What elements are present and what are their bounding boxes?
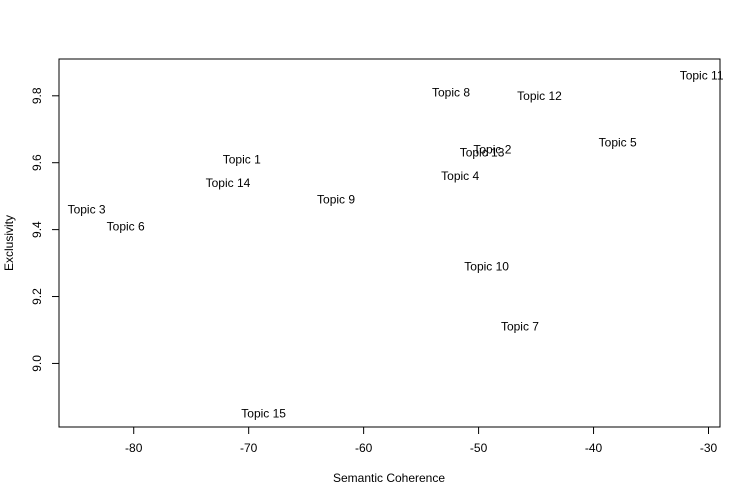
x-tick-label: -80	[125, 441, 143, 455]
data-point-label: Topic 10	[464, 259, 509, 273]
y-tick-label: 9.8	[30, 87, 44, 104]
x-tick-label: -30	[700, 441, 718, 455]
y-axis: 9.0 9.2 9.4 9.6 9.8	[30, 87, 60, 372]
x-axis-label: Semantic Coherence	[333, 471, 445, 485]
data-point-label: Topic 6	[107, 219, 145, 233]
x-tick-label: -50	[470, 441, 488, 455]
point-labels: Topic 1 Topic 2 Topic 3 Topic 4 Topic 5 Topic…	[68, 69, 724, 421]
y-tick-label: 9.0	[30, 355, 44, 372]
data-point-label: Topic 12	[517, 89, 562, 103]
x-axis: -80 -70 -60 -50 -40 -30	[125, 426, 718, 455]
data-point-label: Topic 4	[441, 169, 479, 183]
y-tick-label: 9.6	[30, 154, 44, 171]
data-point-label: Topic 13	[460, 146, 505, 160]
data-point-label: Topic 9	[317, 193, 355, 207]
x-tick-label: -60	[355, 441, 373, 455]
data-point-label: Topic 11	[680, 69, 724, 83]
data-point-label: Topic 3	[68, 203, 106, 217]
data-point-label: Topic 15	[241, 407, 286, 421]
y-tick-label: 9.4	[30, 221, 44, 238]
data-point-label: Topic 8	[432, 85, 470, 99]
plot-frame	[58, 58, 721, 428]
x-tick-label: -40	[585, 441, 603, 455]
data-point-label: Topic 2	[473, 142, 511, 156]
y-tick-label: 9.2	[30, 288, 44, 305]
x-tick-label: -70	[240, 441, 258, 455]
y-axis-label: Exclusivity	[2, 215, 16, 271]
data-point-label: Topic 1	[223, 152, 261, 166]
data-point-label: Topic 5	[599, 136, 637, 150]
data-point-label: Topic 14	[206, 176, 251, 190]
data-point-label: Topic 7	[501, 320, 539, 334]
